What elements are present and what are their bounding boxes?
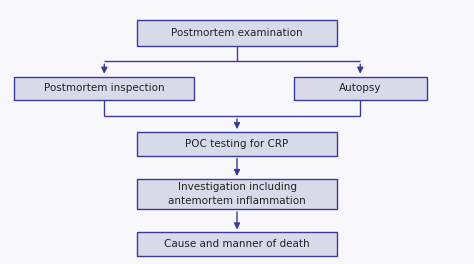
Text: Investigation including
antemortem inflammation: Investigation including antemortem infla… <box>168 182 306 206</box>
Text: Postmortem examination: Postmortem examination <box>171 28 303 38</box>
FancyBboxPatch shape <box>137 132 337 156</box>
FancyBboxPatch shape <box>137 232 337 256</box>
Text: Postmortem inspection: Postmortem inspection <box>44 83 164 93</box>
FancyBboxPatch shape <box>137 20 337 46</box>
Text: POC testing for CRP: POC testing for CRP <box>185 139 289 149</box>
FancyBboxPatch shape <box>294 77 427 100</box>
FancyBboxPatch shape <box>14 77 194 100</box>
Text: Cause and manner of death: Cause and manner of death <box>164 239 310 249</box>
FancyBboxPatch shape <box>137 179 337 209</box>
Text: Autopsy: Autopsy <box>339 83 382 93</box>
